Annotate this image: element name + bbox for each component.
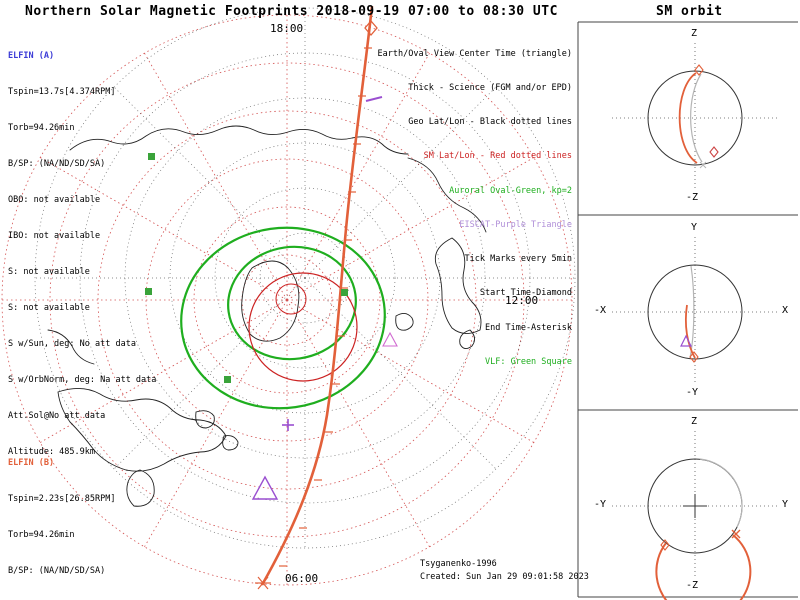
elfin-a-detail: Torb=94.26min <box>8 123 75 133</box>
legend-line: VLF: Green Square <box>485 356 572 367</box>
panel1-axis-bottom: -Z <box>686 192 699 203</box>
coastlines <box>47 125 487 507</box>
panel2-axis-left: -X <box>594 305 607 316</box>
end-asterisk-marker <box>255 576 271 590</box>
orbit-panel-3 <box>612 431 779 600</box>
start-diamond-marker <box>364 20 378 36</box>
clock-label-06: 06:00 <box>285 572 319 585</box>
orbit-panel-2 <box>612 237 779 384</box>
eiscat-triangle <box>251 475 279 500</box>
orbit-track <box>255 5 378 590</box>
panel3-axis-right: Y <box>782 499 789 510</box>
elfin-a-name: ELFIN (A) <box>8 51 55 61</box>
page-title: Northern Solar Magnetic Footprints 2018-… <box>25 4 558 19</box>
elfin-a-detail: OBO: not available <box>8 195 101 205</box>
elfin-a-detail: S: not available <box>8 303 90 313</box>
orbit-panel-1 <box>612 43 779 190</box>
track-tick-marks <box>279 47 372 567</box>
panel2-diamond-marker <box>689 351 699 363</box>
sm-grid <box>1 14 573 586</box>
elfin-a-detail: B/SP: (NA/ND/SD/SA) <box>8 159 106 169</box>
elfin-b-detail: Tspin=2.23s[26.85RPM] <box>8 494 116 504</box>
legend-line: SM Lat/Lon - Red dotted lines <box>423 151 572 162</box>
legend-line: Start Time-Diamond <box>479 288 572 299</box>
panel3-axis-top: Z <box>691 416 698 427</box>
legend-line: Earth/Oval View Center Time (triangle) <box>377 48 572 59</box>
panel2-axis-top: Y <box>691 222 698 233</box>
legend-line: Thick - Science (FGM and/or EPD) <box>408 83 572 94</box>
panel1-axis-top: Z <box>691 28 698 39</box>
elfin-a-detail: Altitude: 485.9km <box>8 447 95 457</box>
legend-line: Auroral Oval-Green, kp=2 <box>449 185 572 196</box>
elfin-a-detail: S w/OrbNorm, deg: Na att data <box>8 375 157 385</box>
map-legend: Earth/Oval View Center Time (triangle) T… <box>312 26 572 391</box>
panel2-axis-bottom: -Y <box>686 387 699 398</box>
sm-orbit-title: SM orbit <box>656 4 723 19</box>
created-label: Created: Sun Jan 29 09:01:58 2023 <box>420 572 589 582</box>
model-label: Tsyganenko-1996 <box>420 559 497 569</box>
legend-line: Tick Marks every 5min <box>464 254 572 265</box>
legend-line: End Time-Asterisk <box>485 322 572 333</box>
panel3-axis-left: -Y <box>594 499 607 510</box>
panel3-axis-bottom: -Z <box>686 580 699 591</box>
auroral-oval <box>180 226 386 410</box>
eiscat-markers <box>251 96 398 500</box>
legend-line: Geo Lat/Lon - Black dotted lines <box>408 117 572 128</box>
elfin-b-detail: B/SP: (NA/ND/SD/SA) <box>8 566 106 576</box>
panel3-center-cross <box>683 494 707 518</box>
eiscat-triangle-small <box>382 331 398 347</box>
panel-dividers <box>577 21 798 598</box>
panel3-diamond-marker <box>660 539 670 551</box>
elfin-a-detail: Att.Sol@No att data <box>8 411 106 421</box>
clock-label-12: 12:00 <box>505 294 539 307</box>
panel1-asterisk-marker <box>699 161 707 169</box>
clock-label-18: 18:00 <box>270 22 304 35</box>
vlf-squares <box>145 153 348 383</box>
panel1-diamond-marker-2 <box>709 146 719 158</box>
panel1-diamond-marker <box>694 64 704 76</box>
legend-line: EISCAT-Purple Triangle <box>459 219 572 230</box>
panel3-x-marker <box>731 529 741 539</box>
elfin-a-info: ELFIN (A) Tspin=13.7s[4.374RPM] Torb=94.… <box>8 26 156 482</box>
panel2-axis-right: X <box>782 305 789 316</box>
panel2-eiscat-triangle <box>680 334 692 347</box>
elfin-a-detail: S w/Sun, deg: No att data <box>8 339 136 349</box>
elfin-b-name: ELFIN (B) <box>8 458 55 468</box>
elfin-a-detail: S: not available <box>8 267 90 277</box>
elfin-b-info: ELFIN (B) Tspin=2.23s[26.85RPM] Torb=94.… <box>8 433 156 600</box>
red-circles <box>248 272 358 382</box>
elfin-b-detail: Torb=94.26min <box>8 530 75 540</box>
elfin-a-detail: IBO: not available <box>8 231 101 241</box>
elfin-a-detail: Tspin=13.7s[4.374RPM] <box>8 87 116 97</box>
